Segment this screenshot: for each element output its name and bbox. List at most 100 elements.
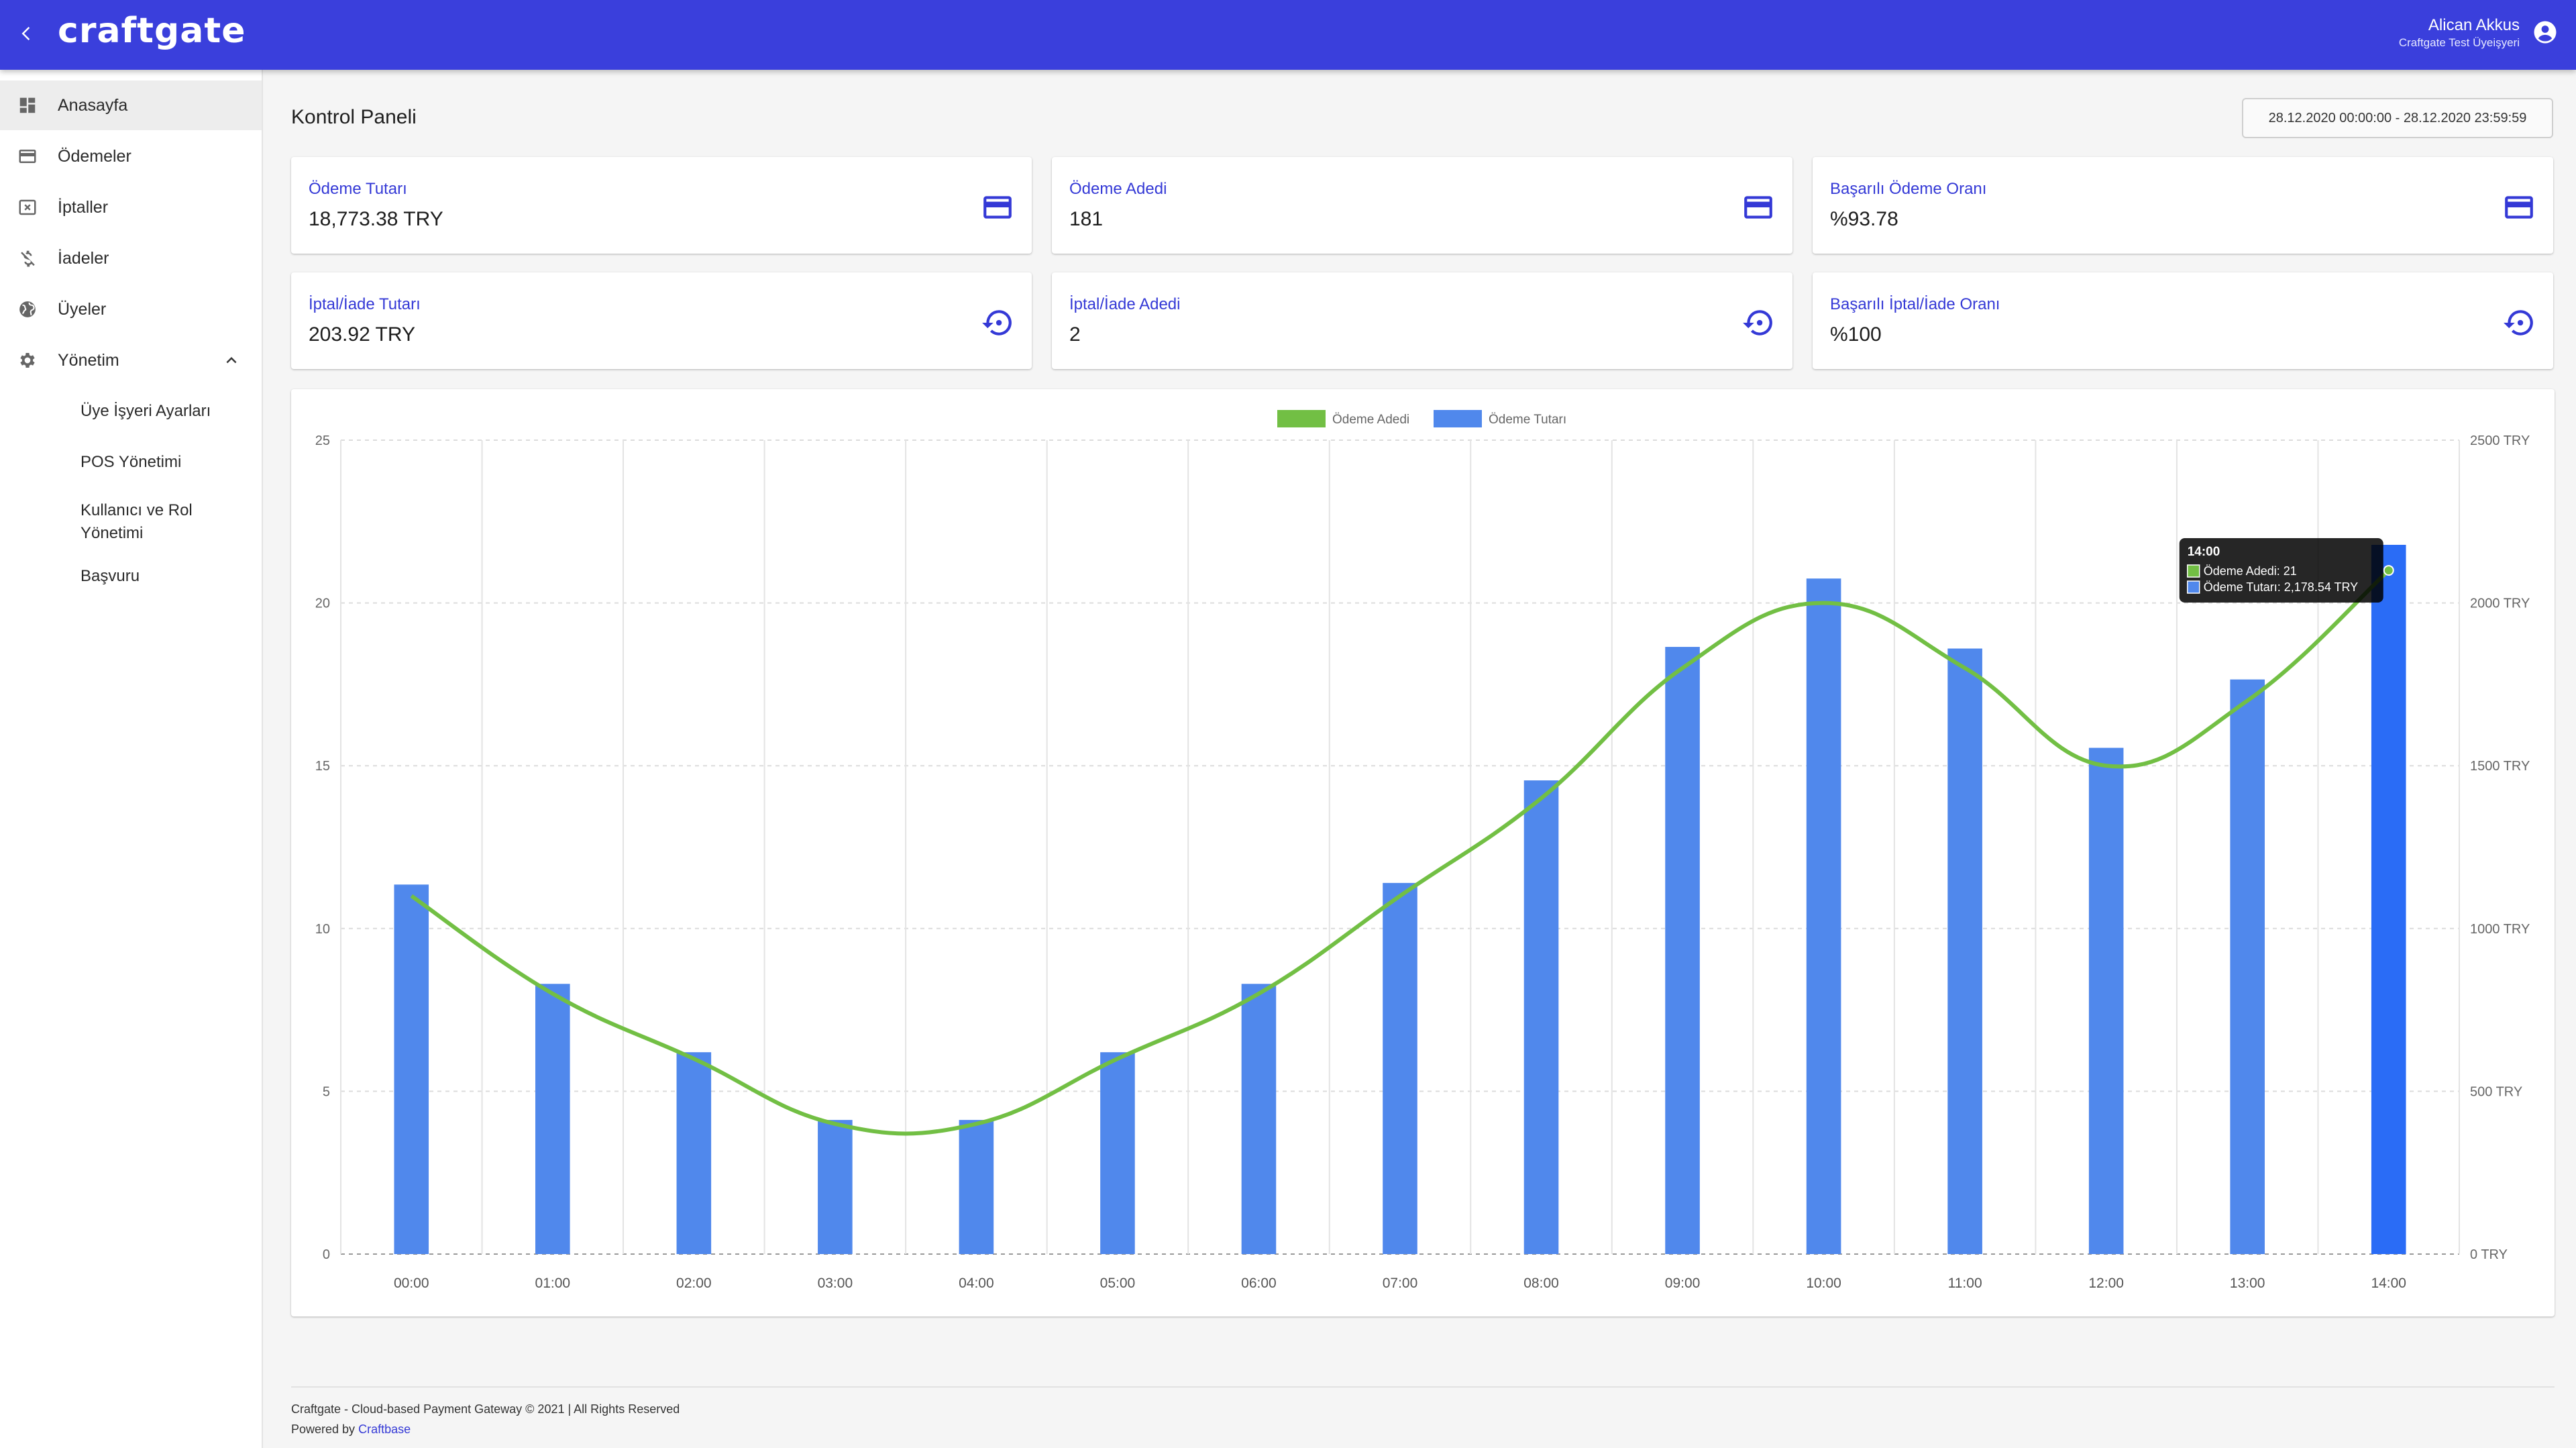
x-tick-label: 03:00 bbox=[818, 1276, 853, 1291]
tooltip-swatch bbox=[2186, 580, 2200, 594]
stat-card-iptal-iade-adedi: İptal/İade Adedi 2 bbox=[1052, 272, 1792, 369]
sidebar-item-odemeler[interactable]: Ödemeler bbox=[0, 132, 262, 181]
y-left-tick-label: 5 bbox=[323, 1084, 330, 1099]
y-right-tick-label: 1500 TRY bbox=[2470, 759, 2530, 774]
footer-powered-prefix: Powered by bbox=[291, 1423, 356, 1436]
footer-divider bbox=[291, 1386, 2555, 1388]
sidebar-subitem-kullanici-ve-rol-yonetimi[interactable]: Kullanıcı ve Rol Yönetimi bbox=[0, 491, 262, 548]
stat-card-title: Ödeme Adedi bbox=[1069, 180, 1167, 198]
y-left-tick-label: 20 bbox=[315, 597, 330, 611]
stat-card-odeme-adedi: Ödeme Adedi 181 bbox=[1052, 157, 1792, 254]
sidebar-subitem-uye-isyeri-ayarlari[interactable]: Üye İşyeri Ayarları bbox=[0, 389, 262, 433]
y-left-tick-label: 15 bbox=[315, 759, 330, 774]
sidebar-subitem-pos-yonetimi[interactable]: POS Yönetimi bbox=[0, 440, 262, 484]
user-merchant-name: Craftgate Test Üyeişyeri bbox=[2398, 36, 2520, 49]
gear-icon bbox=[16, 349, 39, 372]
x-tick-label: 09:00 bbox=[1665, 1276, 1701, 1291]
x-tick-label: 01:00 bbox=[535, 1276, 571, 1291]
line-series-odeme-adedi bbox=[410, 568, 2390, 1136]
tooltip-swatch bbox=[2186, 564, 2200, 578]
x-tick-label: 02:00 bbox=[676, 1276, 712, 1291]
sidebar-subitem-label: Kullanıcı ve Rol Yönetimi bbox=[80, 501, 193, 542]
bar-10:00 bbox=[1806, 578, 1841, 1254]
stat-card-basarili-iptal-iade-orani: Başarılı İptal/İade Oranı %100 bbox=[1813, 272, 2553, 369]
sidebar-item-label: Üyeler bbox=[58, 299, 107, 319]
footer-copyright: Craftgate - Cloud-based Payment Gateway … bbox=[291, 1402, 680, 1416]
bar-04:00 bbox=[959, 1120, 994, 1254]
sidebar-item-uyeler[interactable]: Üyeler bbox=[0, 285, 262, 334]
tooltip-line: Ödeme Tutarı: 2,178.54 TRY bbox=[2204, 580, 2358, 594]
y-left-tick-label: 10 bbox=[315, 922, 330, 937]
hourly-payments-chart-card: 0 5 10 15 20 25 0 TRY 500 TRY 1000 TRY 1500 TRY 20… bbox=[291, 389, 2555, 1316]
stat-card-value: 18,773.38 TRY bbox=[309, 208, 443, 230]
tooltip-line: Ödeme Adedi: 21 bbox=[2204, 564, 2297, 578]
bar-09:00 bbox=[1665, 647, 1700, 1254]
sidebar-subitem-label: Başvuru bbox=[80, 567, 140, 585]
back-button[interactable] bbox=[8, 15, 46, 52]
stat-card-value: 181 bbox=[1069, 208, 1104, 230]
sidebar-item-label: İadeler bbox=[58, 248, 109, 268]
credit-card-icon bbox=[1744, 196, 1772, 219]
sidebar-item-label: Anasayfa bbox=[58, 95, 128, 115]
y-right-tick-label: 1000 TRY bbox=[2470, 922, 2530, 937]
app-logo[interactable]: craftgate bbox=[58, 11, 246, 51]
chart-tooltip bbox=[2179, 538, 2383, 603]
bar-06:00 bbox=[1241, 984, 1277, 1254]
page-title: Kontrol Paneli bbox=[291, 106, 417, 128]
sidebar-item-yonetim[interactable]: Yönetim bbox=[0, 335, 262, 385]
x-tick-label: 13:00 bbox=[2230, 1276, 2265, 1291]
stat-card-odeme-tutari: Ödeme Tutarı 18,773.38 TRY bbox=[291, 157, 1032, 254]
legend-label: Ödeme Adedi bbox=[1332, 413, 1409, 427]
bar-12:00 bbox=[2088, 747, 2124, 1254]
x-tick-label: 00:00 bbox=[394, 1276, 429, 1291]
bar-07:00 bbox=[1383, 882, 1417, 1254]
bar-05:00 bbox=[1100, 1052, 1135, 1254]
sidebar-item-iptaller[interactable]: İptaller bbox=[0, 183, 262, 232]
sidebar-subitem-label: POS Yönetimi bbox=[80, 453, 182, 471]
x-tick-label: 06:00 bbox=[1241, 1276, 1277, 1291]
money-off-icon bbox=[16, 247, 39, 270]
legend-label: Ödeme Tutarı bbox=[1489, 413, 1566, 427]
stat-card-title: Başarılı Ödeme Oranı bbox=[1830, 180, 1987, 198]
y-right-tick-label: 500 TRY bbox=[2470, 1084, 2522, 1099]
legend-swatch bbox=[1434, 410, 1482, 427]
bar-03:00 bbox=[818, 1120, 853, 1254]
sidebar-item-label: Yönetim bbox=[58, 350, 119, 370]
cancel-box-icon bbox=[16, 196, 39, 219]
craftbase-link[interactable]: Craftbase bbox=[358, 1423, 411, 1436]
bar-14:00 bbox=[2371, 544, 2406, 1254]
credit-card-icon bbox=[2505, 196, 2533, 219]
y-right-tick-label: 2500 TRY bbox=[2470, 433, 2530, 448]
sidebar-item-anasayfa[interactable]: Anasayfa bbox=[0, 81, 262, 130]
credit-card-icon bbox=[16, 145, 39, 168]
globe-icon bbox=[16, 298, 39, 321]
sidebar-subitem-label: Üye İşyeri Ayarları bbox=[80, 402, 211, 420]
bar-08:00 bbox=[1523, 780, 1559, 1254]
restore-icon bbox=[1743, 310, 1772, 335]
x-tick-label: 04:00 bbox=[959, 1276, 994, 1291]
credit-card-icon bbox=[983, 196, 1012, 219]
sidebar-item-iadeler[interactable]: İadeler bbox=[0, 234, 262, 283]
bar-02:00 bbox=[676, 1052, 712, 1254]
hourly-payments-chart[interactable]: 0 5 10 15 20 25 0 TRY 500 TRY 1000 TRY 1500 TRY 20… bbox=[291, 389, 2555, 1316]
sidebar-nav: Anasayfa Ödemeler İptaller İadeler Üyele… bbox=[0, 70, 263, 1448]
line-point-14:00 bbox=[2383, 565, 2394, 576]
restore-icon bbox=[2504, 310, 2533, 335]
sidebar-item-label: İptaller bbox=[58, 197, 109, 217]
account-button[interactable] bbox=[2533, 20, 2557, 44]
x-tick-label: 14:00 bbox=[2371, 1276, 2406, 1291]
y-right-tick-label: 2000 TRY bbox=[2470, 597, 2530, 611]
stat-card-title: İptal/İade Tutarı bbox=[309, 295, 421, 313]
date-range-picker[interactable]: 28.12.2020 00:00:00 - 28.12.2020 23:59:5… bbox=[2242, 98, 2553, 138]
x-tick-label: 05:00 bbox=[1100, 1276, 1136, 1291]
x-tick-label: 07:00 bbox=[1383, 1276, 1418, 1291]
dashboard-icon bbox=[16, 94, 39, 117]
x-tick-label: 11:00 bbox=[1948, 1276, 1982, 1291]
footer-powered-by: Powered by Craftbase bbox=[291, 1423, 411, 1437]
x-tick-label: 08:00 bbox=[1523, 1276, 1559, 1291]
chevron-left-icon bbox=[21, 27, 30, 40]
stat-card-value: 203.92 TRY bbox=[309, 323, 416, 346]
sidebar-subitem-basvuru[interactable]: Başvuru bbox=[0, 554, 262, 599]
bar-00:00 bbox=[394, 884, 429, 1254]
y-right-tick-label: 0 TRY bbox=[2470, 1247, 2508, 1262]
